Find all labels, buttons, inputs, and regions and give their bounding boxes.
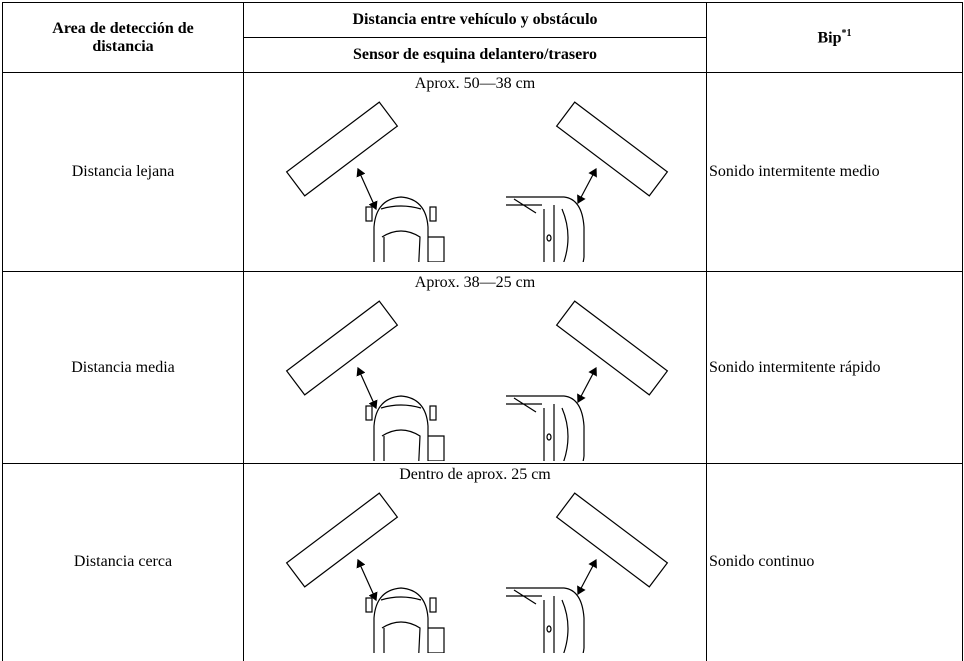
distance-text: Aprox. 38—25 cm <box>414 274 536 291</box>
area-cell: Distancia media <box>2 271 244 464</box>
table-row: Distancia media Aprox. 38—25 cm Sonido int… <box>2 271 963 464</box>
table-row: Distancia lejana Aprox. 50—38 cm Sonido in… <box>2 72 963 272</box>
table-row: Distancia cerca Dentro de aprox. 25 cm Son… <box>2 463 963 661</box>
illustration <box>244 478 707 653</box>
illustration <box>244 87 707 262</box>
table-body: Distancia lejana Aprox. 50—38 cm Sonido in… <box>2 72 963 661</box>
area-cell: Distancia lejana <box>2 72 244 272</box>
beep-cell: Sonido intermitente rápido <box>706 271 963 464</box>
beep-title: Bip <box>817 29 842 47</box>
header-line: Area de detección de <box>52 19 194 37</box>
illustration-cell: Aprox. 50—38 cm <box>243 72 707 272</box>
header-line: distancia <box>92 37 154 55</box>
beep-cell: Sonido continuo <box>706 463 963 661</box>
beep-header: Bip*1 <box>706 2 963 73</box>
distance-text: Dentro de aprox. 25 cm <box>399 466 551 483</box>
distance-header: Distancia entre vehículo y obstáculo <box>243 2 707 38</box>
illustration <box>244 286 707 461</box>
illustration-cell: Aprox. 38—25 cm <box>243 271 707 464</box>
area-header: Area de detección de distancia <box>2 2 244 73</box>
sensor-header: Sensor de esquina delantero/trasero <box>243 37 707 73</box>
footnote-ref: *1 <box>841 27 852 39</box>
illustration-cell: Dentro de aprox. 25 cm <box>243 463 707 661</box>
distance-text: Aprox. 50—38 cm <box>414 75 536 92</box>
beep-cell: Sonido intermitente medio <box>706 72 963 272</box>
area-cell: Distancia cerca <box>2 463 244 661</box>
